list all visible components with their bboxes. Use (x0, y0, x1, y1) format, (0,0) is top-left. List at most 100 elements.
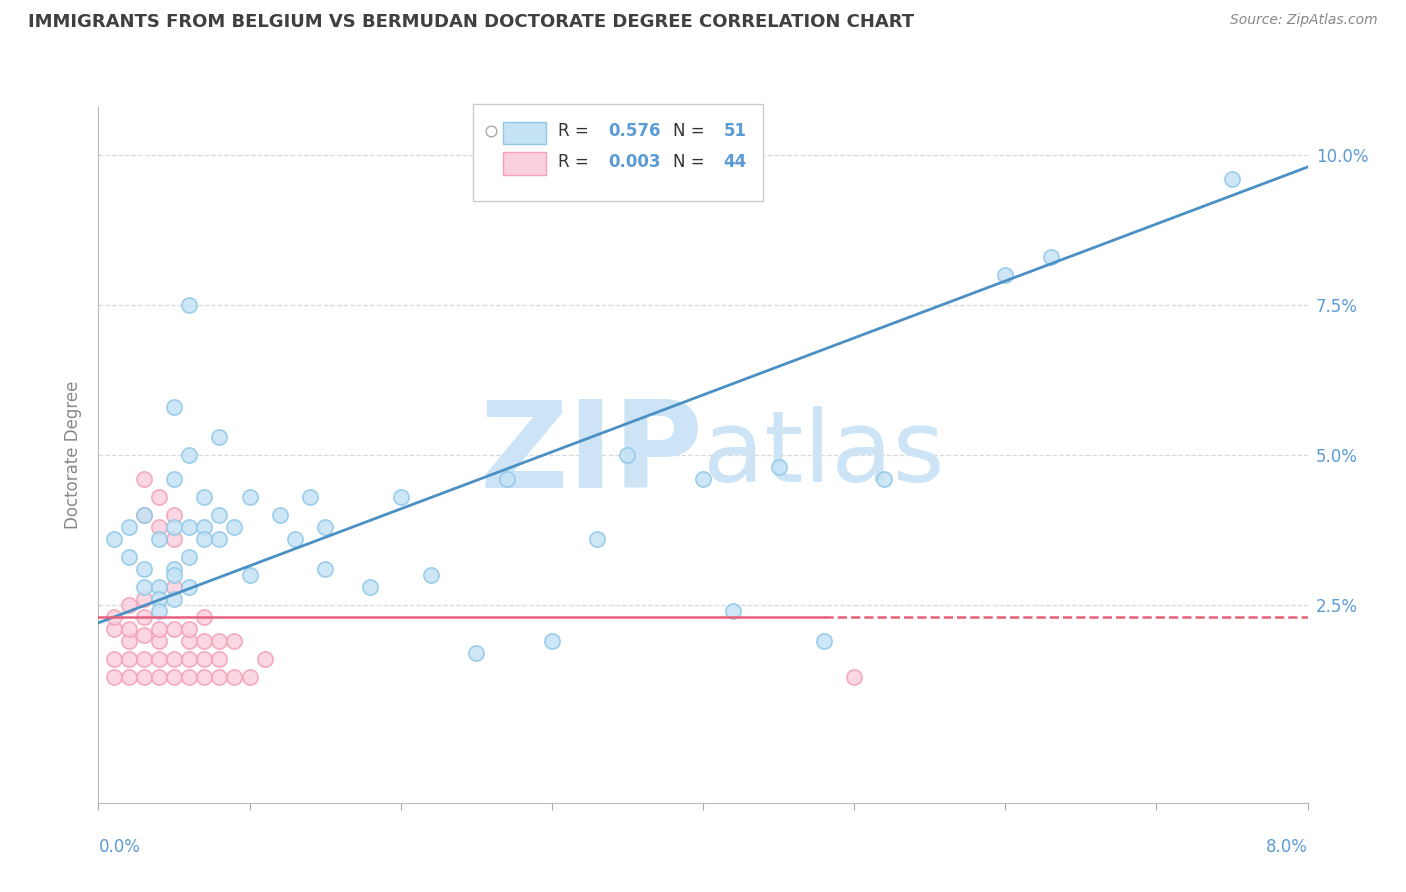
Point (103, 670, 125, 684)
Point (163, 591, 186, 606)
Point (179, 652, 201, 666)
Point (193, 652, 215, 666)
Point (163, 567, 186, 582)
Text: 0.0%: 0.0% (98, 838, 141, 856)
Point (813, 633, 835, 648)
Point (163, 580, 186, 594)
Point (163, 472, 186, 486)
Text: 0.003: 0.003 (609, 153, 661, 171)
Point (541, 633, 564, 648)
Point (148, 622, 170, 636)
Point (163, 400, 186, 414)
Point (118, 520, 141, 534)
Point (148, 580, 170, 594)
Point (132, 508, 155, 522)
Point (208, 633, 231, 648)
Point (465, 646, 488, 660)
Point (163, 622, 186, 636)
Point (723, 604, 745, 618)
Text: atlas: atlas (703, 407, 945, 503)
Point (1039, 250, 1062, 264)
Point (132, 580, 155, 594)
Point (132, 508, 155, 522)
Point (118, 652, 141, 666)
Point (148, 532, 170, 546)
FancyBboxPatch shape (474, 103, 763, 201)
Point (193, 520, 215, 534)
Point (179, 520, 201, 534)
Point (208, 430, 231, 444)
Point (148, 633, 170, 648)
Point (163, 670, 186, 684)
Point (314, 562, 336, 576)
Point (148, 490, 170, 504)
Point (873, 472, 896, 486)
Point (132, 652, 155, 666)
Point (179, 670, 201, 684)
Point (208, 652, 231, 666)
Text: Source: ZipAtlas.com: Source: ZipAtlas.com (1230, 13, 1378, 28)
Point (239, 490, 262, 504)
Point (132, 670, 155, 684)
Point (132, 591, 155, 606)
Point (284, 532, 307, 546)
Text: N =: N = (673, 153, 710, 171)
Text: IMMIGRANTS FROM BELGIUM VS BERMUDAN DOCTORATE DEGREE CORRELATION CHART: IMMIGRANTS FROM BELGIUM VS BERMUDAN DOCT… (28, 13, 914, 31)
Point (163, 520, 186, 534)
Point (299, 490, 322, 504)
Point (193, 610, 215, 624)
Point (208, 532, 231, 546)
Point (148, 520, 170, 534)
Point (269, 508, 291, 522)
Point (389, 490, 412, 504)
Point (163, 532, 186, 546)
Point (360, 580, 382, 594)
Point (103, 532, 125, 546)
Point (163, 652, 186, 666)
Point (193, 633, 215, 648)
Point (132, 562, 155, 576)
Point (118, 598, 141, 612)
Point (224, 670, 246, 684)
Point (179, 622, 201, 636)
Point (1220, 172, 1243, 186)
Point (163, 508, 186, 522)
Point (224, 633, 246, 648)
Point (994, 268, 1017, 282)
Point (224, 520, 246, 534)
Point (193, 490, 215, 504)
Point (103, 610, 125, 624)
Y-axis label: Doctorate Degree: Doctorate Degree (65, 381, 83, 529)
Point (179, 298, 201, 312)
Point (103, 652, 125, 666)
Point (239, 670, 262, 684)
Point (118, 633, 141, 648)
Point (148, 670, 170, 684)
Point (179, 580, 201, 594)
Text: ZIP: ZIP (479, 396, 703, 514)
Point (132, 472, 155, 486)
Point (179, 448, 201, 462)
Point (239, 567, 262, 582)
Point (163, 562, 186, 576)
Point (132, 628, 155, 642)
Point (193, 532, 215, 546)
Point (495, 472, 517, 486)
FancyBboxPatch shape (503, 153, 546, 175)
Point (208, 508, 231, 522)
Text: R =: R = (558, 153, 593, 171)
Text: 51: 51 (724, 122, 747, 140)
Point (118, 549, 141, 564)
Point (253, 652, 276, 666)
Point (118, 622, 141, 636)
Point (148, 652, 170, 666)
Text: 8.0%: 8.0% (1265, 838, 1308, 856)
FancyBboxPatch shape (503, 121, 546, 144)
Point (420, 567, 443, 582)
Text: 0.576: 0.576 (609, 122, 661, 140)
Point (132, 610, 155, 624)
Point (692, 472, 714, 486)
Point (314, 520, 336, 534)
Point (208, 670, 231, 684)
Point (103, 622, 125, 636)
